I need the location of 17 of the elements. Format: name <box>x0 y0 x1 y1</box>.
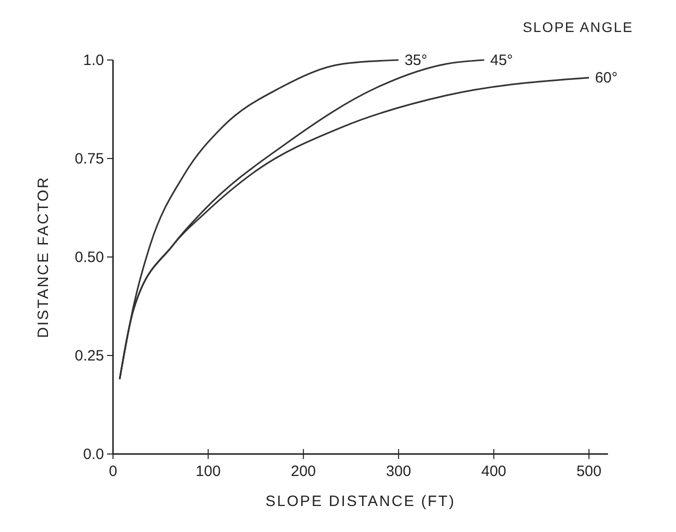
y-tick-label: 0.0 <box>83 446 104 463</box>
y-tick-label: 0.50 <box>74 249 104 266</box>
y-axis-title: DISTANCE FACTOR <box>35 176 52 338</box>
series-label: 35° <box>404 52 428 69</box>
series-label: 60° <box>594 70 618 87</box>
x-axis-title: SLOPE DISTANCE (FT) <box>266 493 456 510</box>
x-tick-label: 100 <box>196 463 221 480</box>
series-label: 45° <box>490 52 513 69</box>
y-tick-label: 1.0 <box>83 52 104 69</box>
x-tick-label: 400 <box>481 463 506 480</box>
x-tick-label: 0 <box>108 463 118 480</box>
x-tick-label: 500 <box>576 463 602 480</box>
x-tick-label: 200 <box>290 463 316 480</box>
legend-title: SLOPE ANGLE <box>522 19 634 35</box>
x-tick-label: 300 <box>386 463 412 480</box>
y-tick-label: 0.25 <box>74 348 104 364</box>
y-tick-label: 0.75 <box>74 150 104 168</box>
